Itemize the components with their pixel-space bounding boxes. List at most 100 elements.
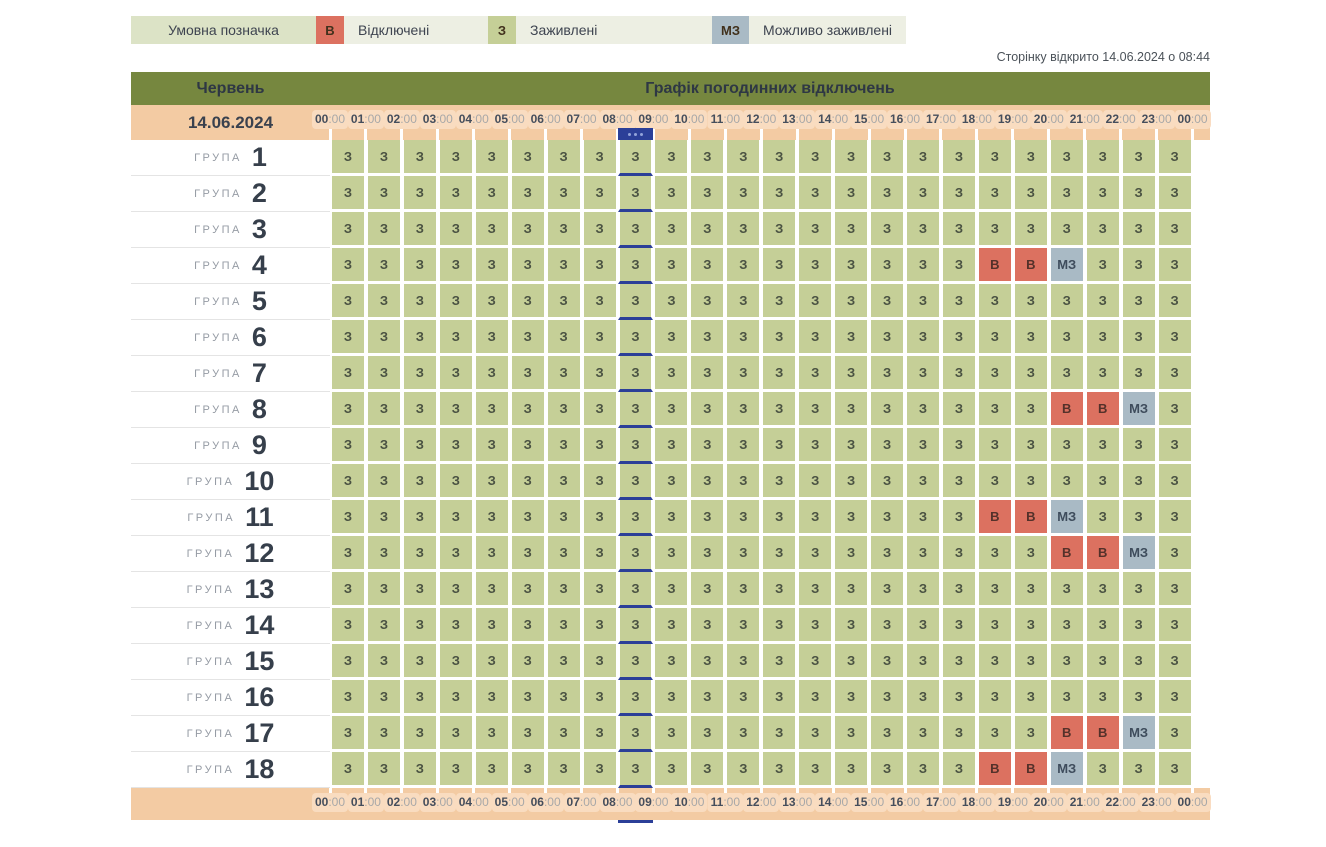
schedule-cell: З — [940, 752, 977, 788]
schedule-cell: З — [833, 320, 870, 356]
schedule-cell: З — [365, 644, 402, 680]
schedule-cell: З — [365, 608, 402, 644]
schedule-cell: З — [1156, 428, 1193, 464]
schedule-cell: З — [976, 536, 1013, 572]
group-word: ГРУПА — [187, 511, 236, 524]
schedule-cell: З — [725, 428, 762, 464]
time-minutes: :00 — [1047, 795, 1064, 809]
current-time-marker — [617, 128, 654, 140]
time-label: 18:00 — [958, 110, 995, 129]
schedule-cell: З — [437, 500, 474, 536]
schedule-cell: З — [761, 572, 798, 608]
time-label: 16:00 — [887, 793, 924, 812]
group-number: 1 — [251, 142, 267, 172]
schedule-cell: З — [617, 752, 654, 788]
group-row-14: ГРУПА 14 З З З З З З З З З З З З З З З З З З З З З З З З — [131, 608, 1210, 644]
time-minutes: :00 — [1190, 112, 1208, 126]
schedule-cell: З — [940, 248, 977, 284]
schedule-cell: З — [689, 716, 726, 752]
schedule-cell: З — [905, 644, 941, 680]
schedule-cell: З — [1120, 140, 1157, 176]
schedule-cell: З — [1084, 284, 1121, 320]
legend-title: Умовна позначка — [131, 16, 316, 44]
time-label: 05:00 — [491, 110, 528, 129]
schedule-cell: З — [330, 176, 366, 212]
legend-items: В Відключені З Заживлені МЗ Можливо заживлені — [316, 16, 906, 44]
schedule-cell: З — [330, 464, 366, 500]
schedule-cell: З — [761, 464, 798, 500]
schedule-cell: З — [940, 716, 977, 752]
schedule-cell: З — [365, 212, 402, 248]
group-row-15: ГРУПА 15 З З З З З З З З З З З З З З З З З З З З З З З З — [131, 644, 1210, 680]
schedule-cell: З — [617, 716, 654, 752]
schedule-cell: З — [653, 572, 690, 608]
schedule-cell: З — [976, 716, 1013, 752]
time-hour: 14 — [818, 112, 832, 126]
schedule-cell: З — [437, 644, 474, 680]
schedule-cell: З — [1156, 680, 1193, 716]
schedule-cell: З — [545, 716, 582, 752]
schedule-cell: З — [1156, 392, 1193, 428]
table-title: Графік погодинних відключень — [645, 79, 895, 97]
time-minutes: :00 — [867, 112, 885, 126]
schedule-cell: З — [905, 428, 941, 464]
schedule-cell: З — [761, 716, 798, 752]
schedule-cell: З — [1120, 752, 1157, 788]
schedule-cell: З — [797, 284, 834, 320]
schedule-cell: З — [833, 608, 870, 644]
group-row-12: ГРУПА 12 З З З З З З З З З З З З З З З З З З З З В В МЗ З — [131, 536, 1210, 572]
schedule-cell: З — [689, 356, 726, 392]
schedule-cell: З — [976, 356, 1013, 392]
schedule-cell: В — [976, 248, 1013, 284]
schedule-cell: З — [617, 320, 654, 356]
schedule-cell: З — [1084, 500, 1121, 536]
time-label: 17:00 — [922, 110, 959, 129]
time-minutes: :00 — [903, 112, 921, 126]
group-number: 14 — [244, 610, 275, 640]
schedule-cell: З — [869, 500, 905, 536]
time-hour: 03 — [422, 795, 437, 809]
time-minutes: :00 — [651, 795, 669, 809]
time-hour: 01 — [350, 795, 365, 809]
schedule-cell: З — [725, 752, 762, 788]
group-row-label: ГРУПА 15 — [131, 644, 330, 680]
schedule-cell: З — [401, 608, 438, 644]
schedule-cell: З — [761, 608, 798, 644]
schedule-cell: З — [437, 608, 474, 644]
schedule-cell: З — [617, 428, 654, 464]
schedule-cell: З — [1120, 356, 1157, 392]
schedule-cell: З — [1084, 320, 1121, 356]
time-label: 17:00 — [922, 793, 959, 812]
schedule-cell: З — [725, 464, 762, 500]
schedule-cell: З — [725, 716, 762, 752]
time-hour: 15 — [854, 795, 868, 809]
time-minutes: :00 — [759, 795, 777, 809]
time-hour: 05 — [494, 112, 509, 126]
schedule-cell: З — [940, 212, 977, 248]
group-word: ГРУПА — [194, 439, 242, 452]
schedule-cell: З — [545, 140, 582, 176]
group-number: 2 — [251, 178, 267, 208]
schedule-cell: З — [725, 140, 762, 176]
schedule-cell: З — [905, 680, 941, 716]
schedule-cell: В — [1048, 716, 1085, 752]
group-row-label: ГРУПА 14 — [131, 608, 330, 644]
schedule-cell: З — [1120, 644, 1157, 680]
schedule-cell: З — [437, 680, 474, 716]
time-label: 19:00 — [994, 793, 1031, 812]
schedule-cell: З — [330, 320, 366, 356]
group-row-16: ГРУПА 16 З З З З З З З З З З З З З З З З З З З З З З З З — [131, 680, 1210, 716]
schedule-cell: З — [833, 716, 870, 752]
schedule-cell: З — [1012, 392, 1049, 428]
schedule-cell: З — [509, 500, 546, 536]
schedule-cell: З — [940, 536, 977, 572]
hour-tick — [1047, 129, 1051, 140]
hour-tick — [1191, 129, 1195, 140]
schedule-cell: З — [509, 176, 546, 212]
schedule-cell: З — [545, 320, 582, 356]
schedule-cell: З — [365, 500, 402, 536]
schedule-cell: З — [869, 464, 905, 500]
schedule-cell: З — [869, 644, 905, 680]
schedule-cell: З — [833, 284, 870, 320]
schedule-cell: З — [581, 752, 618, 788]
